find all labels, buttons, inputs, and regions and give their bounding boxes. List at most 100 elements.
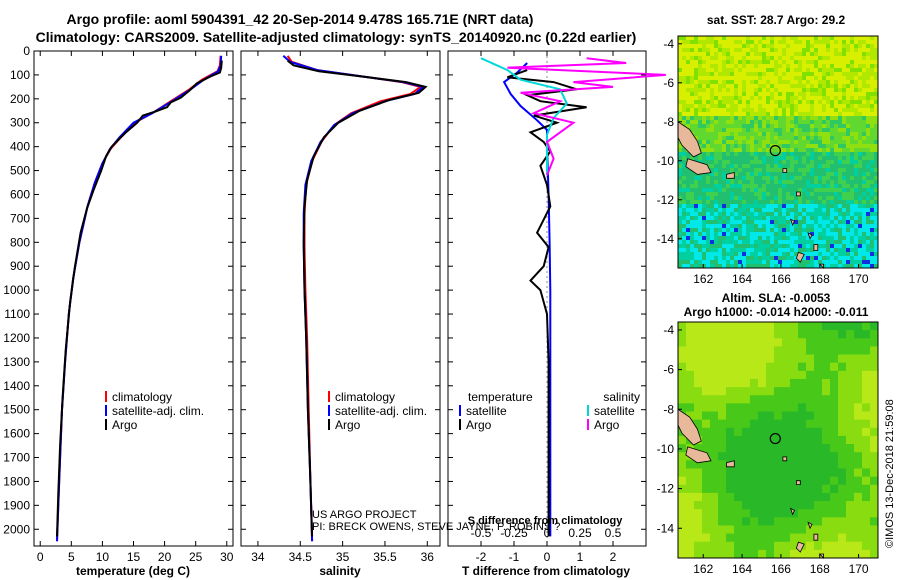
map-cell <box>830 40 835 45</box>
map-cell <box>718 80 723 85</box>
map-cell <box>854 212 859 217</box>
map-cell <box>814 96 819 101</box>
map-cell <box>814 108 819 113</box>
map-cell <box>826 236 831 241</box>
map-cell <box>754 36 759 41</box>
map-cell <box>774 322 783 331</box>
map-cell <box>706 236 711 241</box>
map-cell <box>698 96 703 101</box>
map-cell <box>774 112 779 117</box>
map-cell <box>814 252 819 257</box>
map-cell <box>706 176 711 181</box>
map-cell <box>718 140 723 145</box>
map-cell <box>770 76 775 81</box>
map-cell <box>778 228 783 233</box>
map-cell <box>826 80 831 85</box>
map-cell <box>830 140 835 145</box>
map-cell <box>714 72 719 77</box>
map-cell <box>738 124 743 129</box>
map-cell <box>814 338 823 347</box>
map-cell <box>766 160 771 165</box>
map-cell <box>814 52 819 57</box>
map-cell <box>818 84 823 89</box>
map-cell <box>822 403 831 412</box>
map-cell <box>694 188 699 193</box>
map-cell <box>850 232 855 237</box>
map-cell <box>834 144 839 149</box>
map-cell <box>830 192 835 197</box>
map-cell <box>866 136 871 141</box>
map-cell <box>718 476 727 486</box>
map-cell <box>838 228 843 233</box>
map-cell <box>770 184 775 189</box>
map-cell <box>790 533 799 543</box>
map-cell <box>870 148 875 153</box>
map-cell <box>754 128 759 133</box>
map-cell <box>822 240 827 245</box>
map-cell <box>718 533 727 543</box>
map-cell <box>702 476 711 486</box>
map-cell <box>870 52 875 57</box>
map-cell <box>818 72 823 77</box>
island-shape <box>726 171 735 179</box>
map-cell <box>750 56 755 61</box>
map-cell <box>854 378 863 388</box>
map-cell <box>846 224 851 229</box>
map-cell <box>786 48 791 53</box>
map-cell <box>870 444 879 453</box>
map-cell <box>786 220 791 225</box>
map-cell <box>750 260 755 265</box>
map-cell <box>810 256 815 261</box>
map-cell <box>758 172 763 177</box>
map-cell <box>858 212 863 217</box>
map-cell <box>718 387 727 396</box>
map-cell <box>826 224 831 229</box>
map-cell <box>738 36 743 41</box>
map-cell <box>718 148 723 153</box>
map-cell <box>774 80 779 85</box>
map-cell <box>722 200 727 205</box>
map-cell <box>742 549 751 559</box>
map-cell <box>802 236 807 241</box>
map-cell <box>858 196 863 201</box>
map-cell <box>726 403 735 412</box>
map-cell <box>858 180 863 185</box>
map-cell <box>702 403 711 412</box>
map-cell <box>822 152 827 157</box>
map-cell <box>678 387 687 396</box>
map-cell <box>762 112 767 117</box>
map-cell <box>710 549 719 559</box>
map-cell <box>870 549 879 559</box>
map-cell <box>870 517 879 526</box>
island-shape <box>813 244 819 251</box>
map-cell <box>782 419 791 429</box>
map-cell <box>782 68 787 73</box>
map-cell <box>682 156 687 161</box>
map-cell <box>758 240 763 245</box>
map-cell <box>774 152 779 157</box>
map-cell <box>742 188 747 193</box>
map-cell <box>854 220 859 225</box>
map-cell <box>710 92 715 97</box>
map-cell <box>778 88 783 93</box>
map-cell <box>834 168 839 173</box>
map-cell <box>842 184 847 189</box>
map-cell <box>870 40 875 45</box>
map-cell <box>742 509 751 518</box>
map-cell <box>810 176 815 181</box>
map-cell <box>706 112 711 117</box>
map-cell <box>798 208 803 213</box>
map-cell <box>874 188 879 193</box>
map-cell <box>802 164 807 169</box>
map-cell <box>842 168 847 173</box>
map-cell <box>798 84 803 89</box>
map-cell <box>686 517 695 526</box>
map-cell <box>842 160 847 165</box>
map-cell <box>698 108 703 113</box>
map-cell <box>802 76 807 81</box>
map-cell <box>794 76 799 81</box>
map-cell <box>810 216 815 221</box>
map-cell <box>850 52 855 57</box>
map-cell <box>870 212 875 217</box>
map-cell <box>750 144 755 149</box>
